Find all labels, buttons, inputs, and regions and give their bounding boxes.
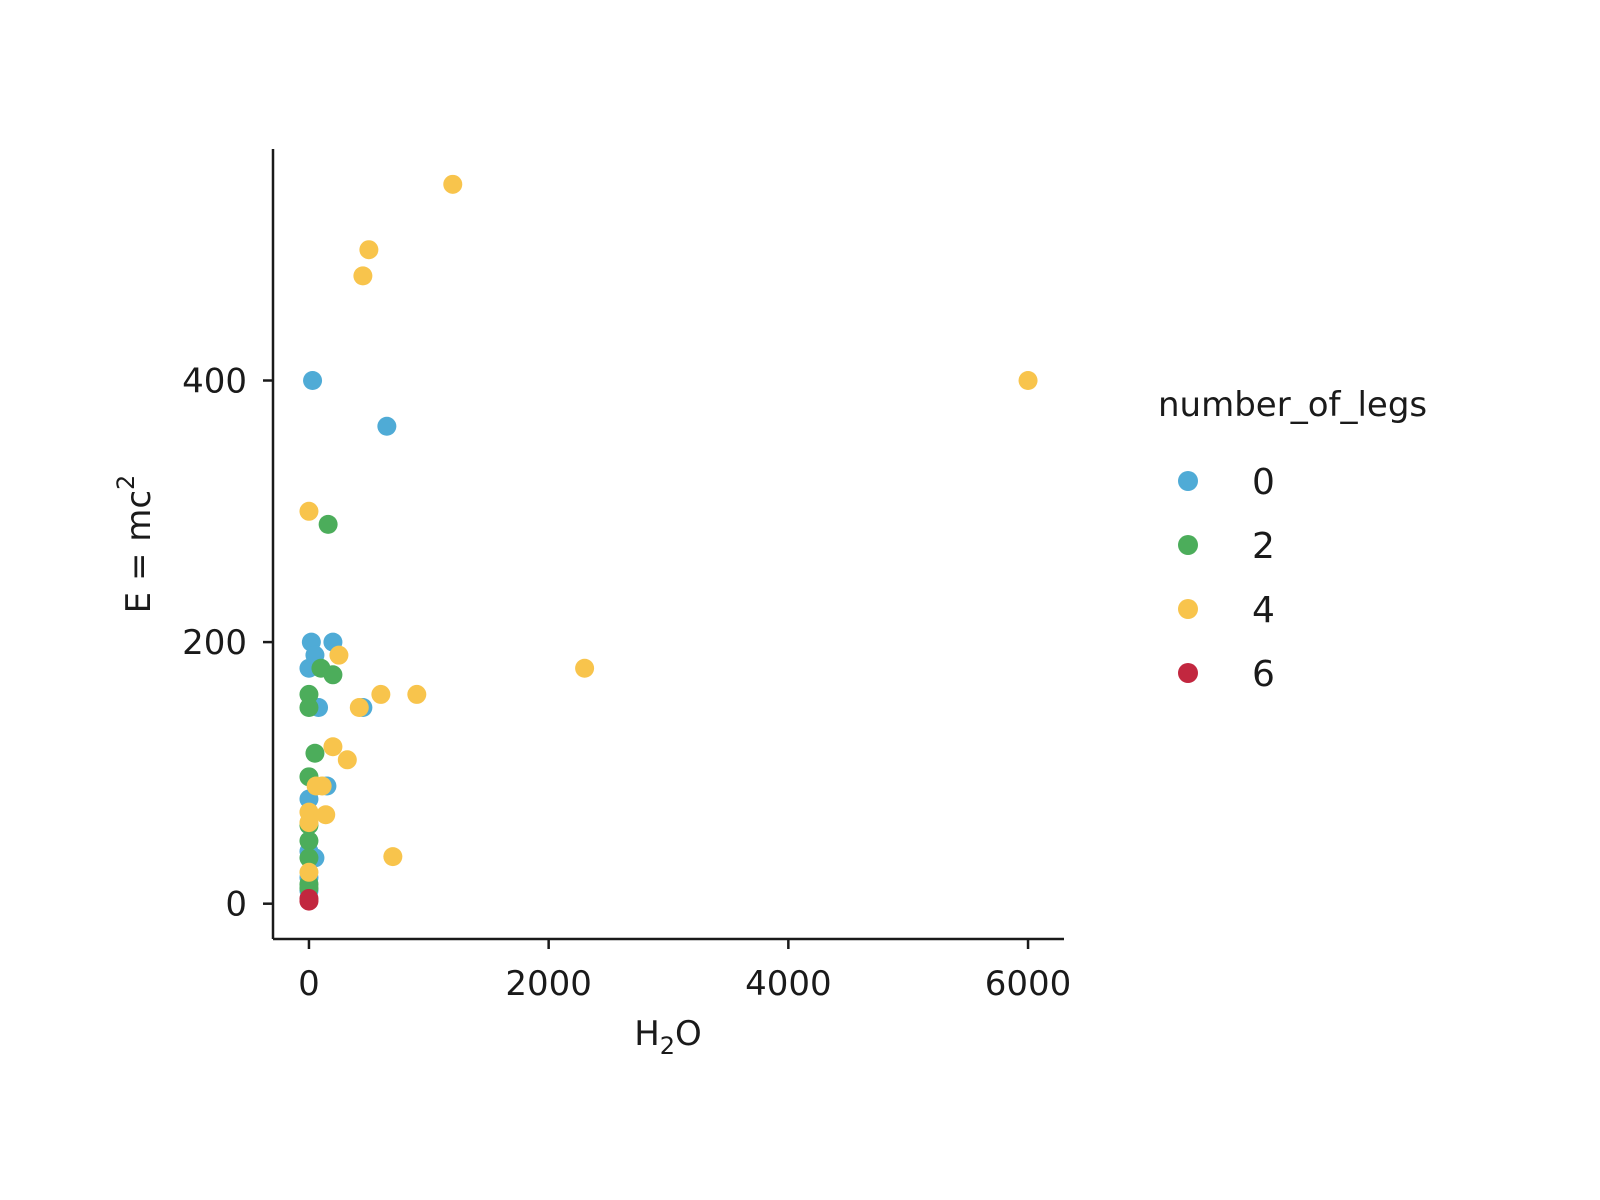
scatter-point bbox=[303, 371, 323, 391]
scatter-point bbox=[312, 776, 332, 796]
x-axis-title-sub: 2 bbox=[660, 1032, 675, 1060]
y-axis-title: E = mc2 bbox=[112, 475, 159, 614]
scatter-point bbox=[318, 514, 338, 534]
scatter-point bbox=[299, 697, 319, 717]
x-tick-label: 2000 bbox=[505, 964, 592, 1004]
scatter-point bbox=[349, 697, 369, 717]
y-tick-label: 0 bbox=[225, 885, 247, 925]
scatter-point bbox=[1018, 371, 1038, 391]
legend-entries: 0 2 4 6 bbox=[1178, 462, 1275, 695]
legend-key bbox=[1178, 663, 1198, 683]
x-tick-label: 4000 bbox=[745, 964, 832, 1004]
x-tick-label: 6000 bbox=[985, 964, 1072, 1004]
scatter-point bbox=[299, 813, 319, 833]
plot-area bbox=[299, 174, 1038, 911]
x-tick-label: 0 bbox=[298, 964, 320, 1004]
y-axis-title-sup: 2 bbox=[112, 475, 140, 490]
legend-label: 2 bbox=[1252, 526, 1275, 567]
legend-label: 6 bbox=[1252, 654, 1275, 695]
legend-key bbox=[1178, 535, 1198, 555]
y-tick-label: 200 bbox=[182, 623, 247, 663]
scatter-point bbox=[371, 684, 391, 704]
legend-label: 4 bbox=[1252, 590, 1275, 631]
scatter-point bbox=[407, 684, 427, 704]
y-ticks: 0 200 400 bbox=[182, 362, 273, 925]
scatter-point bbox=[377, 416, 397, 436]
scatter-point bbox=[299, 848, 319, 868]
scatter-point bbox=[383, 847, 403, 867]
scatter-point bbox=[353, 266, 373, 286]
scatter-point bbox=[305, 743, 325, 763]
x-axis-title-base: H bbox=[634, 1014, 660, 1054]
scatter-point bbox=[299, 684, 319, 704]
scatter-point bbox=[575, 658, 595, 678]
legend-label: 0 bbox=[1252, 462, 1275, 503]
legend-key bbox=[1178, 471, 1198, 491]
scatter-point bbox=[337, 750, 357, 770]
legend-key bbox=[1178, 599, 1198, 619]
x-axis-title-rest: O bbox=[675, 1014, 702, 1054]
scatter-point bbox=[359, 240, 379, 260]
x-ticks: 0 2000 4000 6000 bbox=[298, 939, 1071, 1004]
legend-title: number_of_legs bbox=[1158, 385, 1427, 425]
scatter-point bbox=[323, 737, 343, 757]
scatter-point bbox=[299, 888, 319, 908]
legend: number_of_legs 0 2 4 6 bbox=[1158, 385, 1427, 695]
scatter-point bbox=[316, 805, 336, 825]
scatter-point bbox=[299, 831, 319, 851]
y-tick-label: 400 bbox=[182, 362, 247, 402]
scatter-point bbox=[299, 862, 319, 882]
y-axis-title-base: E = mc bbox=[119, 490, 159, 613]
scatter-point bbox=[323, 665, 343, 685]
scatter-point bbox=[299, 501, 319, 521]
scatter-point bbox=[443, 174, 463, 194]
x-axis-title: H2O bbox=[634, 1014, 702, 1060]
scatter-point bbox=[329, 645, 349, 665]
